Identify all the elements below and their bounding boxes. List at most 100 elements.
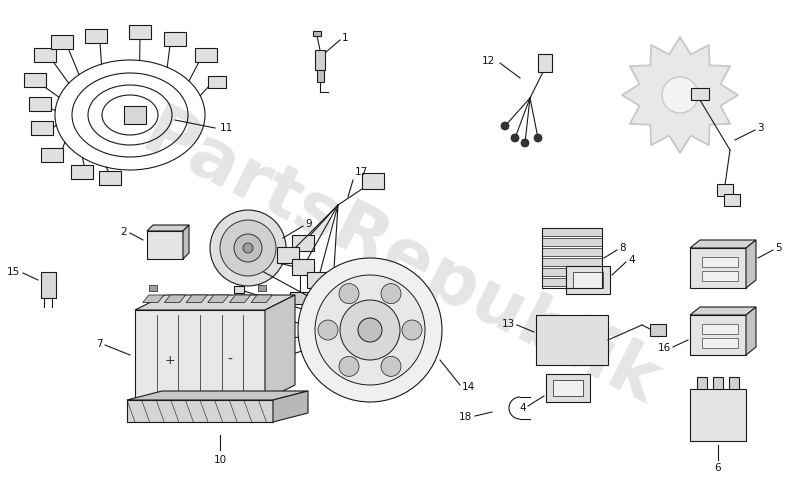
Bar: [226, 341, 236, 347]
Polygon shape: [183, 225, 189, 259]
Bar: [691, 88, 709, 100]
Polygon shape: [186, 295, 207, 302]
Circle shape: [339, 356, 359, 376]
Bar: [650, 324, 666, 336]
Bar: [713, 377, 723, 389]
Text: 11: 11: [220, 123, 234, 133]
Polygon shape: [147, 231, 183, 259]
Polygon shape: [147, 225, 189, 231]
Polygon shape: [251, 295, 272, 302]
Bar: [566, 266, 610, 294]
Circle shape: [534, 134, 542, 142]
Polygon shape: [690, 240, 756, 248]
Bar: [702, 338, 738, 348]
Text: PartsRepublik: PartsRepublik: [130, 100, 670, 420]
Bar: [195, 48, 217, 62]
Circle shape: [318, 320, 338, 340]
Bar: [99, 171, 121, 185]
Bar: [362, 173, 384, 189]
Circle shape: [234, 234, 262, 262]
Bar: [553, 380, 583, 396]
Bar: [41, 272, 55, 298]
Bar: [234, 367, 244, 374]
Bar: [292, 235, 314, 251]
Circle shape: [501, 122, 509, 130]
Text: 4: 4: [628, 255, 634, 265]
Polygon shape: [127, 400, 273, 422]
Polygon shape: [746, 307, 756, 355]
Bar: [542, 268, 602, 276]
Text: 9: 9: [305, 219, 312, 229]
Bar: [41, 148, 63, 162]
Circle shape: [511, 134, 519, 142]
Polygon shape: [127, 391, 308, 400]
Bar: [322, 277, 344, 293]
Bar: [51, 35, 73, 49]
Text: 14: 14: [462, 382, 475, 392]
Bar: [690, 389, 746, 441]
Text: 7: 7: [96, 339, 103, 349]
Text: 13: 13: [502, 319, 515, 329]
Bar: [129, 25, 151, 39]
Text: -: -: [227, 353, 233, 367]
Circle shape: [381, 284, 401, 304]
Polygon shape: [142, 295, 164, 302]
Bar: [292, 259, 314, 275]
Circle shape: [381, 356, 401, 376]
Bar: [226, 313, 236, 319]
Text: 10: 10: [214, 455, 226, 465]
Bar: [717, 184, 733, 196]
Circle shape: [298, 258, 442, 402]
Bar: [85, 29, 107, 43]
Bar: [31, 121, 53, 135]
Polygon shape: [230, 295, 250, 302]
Circle shape: [662, 77, 698, 113]
Bar: [542, 228, 602, 288]
Bar: [164, 32, 186, 46]
Polygon shape: [746, 240, 756, 288]
Polygon shape: [135, 310, 265, 400]
Text: 18: 18: [458, 412, 472, 422]
Circle shape: [358, 318, 382, 342]
Text: 6: 6: [714, 463, 722, 473]
Text: 12: 12: [482, 56, 495, 66]
Bar: [247, 262, 258, 270]
Polygon shape: [265, 295, 295, 400]
Circle shape: [521, 139, 529, 147]
Circle shape: [210, 210, 286, 286]
Bar: [124, 106, 146, 124]
Bar: [258, 285, 266, 291]
Bar: [317, 70, 323, 82]
Bar: [542, 248, 602, 256]
Bar: [234, 286, 244, 293]
Text: 17: 17: [355, 167, 368, 177]
Circle shape: [315, 275, 425, 385]
Bar: [29, 97, 51, 111]
Circle shape: [402, 320, 422, 340]
Bar: [542, 258, 602, 266]
Bar: [542, 238, 602, 246]
Bar: [702, 324, 738, 334]
Bar: [702, 257, 738, 267]
Circle shape: [243, 243, 253, 253]
Text: 2: 2: [120, 227, 127, 237]
Circle shape: [339, 284, 359, 304]
Polygon shape: [273, 391, 308, 422]
Bar: [573, 272, 603, 288]
Bar: [34, 48, 56, 62]
Bar: [277, 247, 299, 263]
Polygon shape: [690, 307, 756, 315]
Bar: [150, 285, 158, 291]
Text: 16: 16: [658, 343, 671, 353]
Bar: [546, 374, 590, 402]
Polygon shape: [690, 248, 746, 288]
Polygon shape: [208, 295, 229, 302]
Bar: [729, 377, 739, 389]
Polygon shape: [165, 295, 186, 302]
Bar: [208, 76, 226, 88]
Bar: [697, 377, 707, 389]
Text: 15: 15: [6, 267, 20, 277]
Text: 8: 8: [619, 243, 626, 253]
Text: +: +: [165, 353, 175, 367]
Text: 4: 4: [519, 403, 526, 413]
